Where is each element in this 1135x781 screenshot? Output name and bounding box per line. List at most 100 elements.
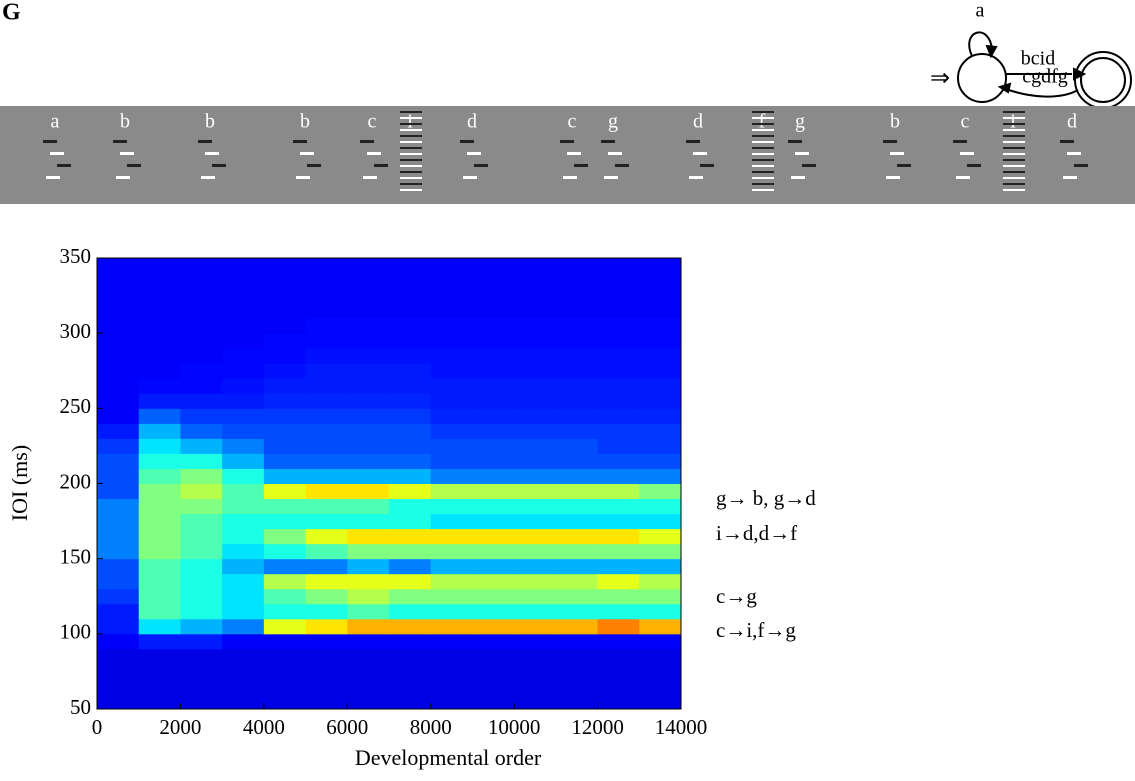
heatmap-cell [389, 393, 432, 409]
heatmap-cell [514, 303, 557, 319]
heatmap-cell [430, 318, 473, 334]
heatmap-cell [555, 573, 599, 590]
syllable-trace [560, 140, 574, 143]
heatmap-cell [597, 273, 640, 289]
heatmap-cell [430, 393, 473, 409]
syllable-trace [296, 176, 310, 179]
heatmap-cell [389, 483, 432, 500]
heatmap-cell [597, 363, 640, 379]
heatmap-cell [639, 678, 682, 695]
syllable-trace [886, 176, 900, 179]
heatmap-cell [222, 573, 265, 590]
syllable-label: b [300, 111, 310, 133]
heatmap-cell [305, 273, 348, 289]
heatmap-cell [222, 393, 265, 409]
heatmap-cell [263, 438, 307, 454]
heatmap-cell [222, 498, 265, 515]
heatmap-cell [222, 423, 265, 439]
automaton [957, 31, 1132, 109]
heatmap-cell [222, 438, 265, 454]
heatmap-cell [97, 453, 140, 469]
heatmap-cell [430, 558, 473, 575]
heatmap-cell [222, 618, 265, 635]
heatmap-cell [639, 363, 682, 379]
heatmap-cell [430, 678, 473, 695]
heatmap-cell [430, 603, 473, 620]
heatmap-cell [514, 453, 557, 469]
heatmap-cell [180, 663, 223, 680]
heatmap-cell [555, 633, 599, 650]
heatmap-cell [222, 648, 265, 665]
heatmap-cell [430, 648, 473, 665]
syllable-label: f [759, 111, 766, 133]
syllable-trace [307, 164, 321, 167]
heatmap-cell [180, 588, 223, 605]
heatmap-cell [97, 363, 140, 379]
heatmap-cell [138, 348, 181, 364]
heatmap-cell [514, 258, 557, 274]
heatmap-cell [389, 573, 432, 590]
heatmap-cell [430, 618, 473, 635]
heatmap-cell [389, 438, 432, 454]
heatmap-cell [472, 423, 515, 439]
heatmap-cell [305, 618, 348, 635]
heatmap-cell [555, 318, 599, 334]
heatmap-cell [347, 513, 390, 530]
heatmap-cell [222, 483, 265, 500]
syllable-label: g [795, 111, 805, 133]
heatmap-cell [97, 513, 140, 530]
heatmap-cell [597, 513, 640, 530]
syllable-label: c [961, 111, 970, 133]
heatmap-cell [180, 498, 223, 515]
heatmap-cell [639, 603, 682, 620]
heatmap-cell [639, 618, 682, 635]
heatmap-cell [180, 333, 223, 349]
heatmap-cell [514, 648, 557, 665]
heatmap-cell [472, 453, 515, 469]
heatmap-cell [555, 483, 599, 500]
heatmap-cell [263, 693, 307, 710]
heatmap-cell [180, 453, 223, 469]
heatmap-cell [389, 498, 432, 515]
heatmap-cell [222, 588, 265, 605]
heatmap-cell [389, 693, 432, 710]
y-tick-label: 200 [60, 469, 92, 493]
heatmap-cell [180, 408, 223, 424]
heatmap-cell [472, 528, 515, 545]
heatmap-cell [555, 273, 599, 289]
syllable-trace [46, 176, 60, 179]
heatmap-cell [514, 693, 557, 710]
syllable-trace [50, 152, 64, 155]
y-tick-label: 250 [60, 394, 92, 418]
edge-label: a [976, 0, 985, 22]
heatmap-cell [514, 678, 557, 695]
syllable-trace [608, 152, 622, 155]
heatmap-cell [222, 408, 265, 424]
heatmap-cell [305, 648, 348, 665]
heatmap-cell [555, 378, 599, 394]
heatmap-cell [222, 513, 265, 530]
heatmap-cell [472, 288, 515, 304]
heatmap-cell [180, 528, 223, 545]
heatmap-cell [222, 528, 265, 545]
self-loop [968, 31, 993, 57]
heatmap-cell [430, 483, 473, 500]
heatmap-cell [472, 633, 515, 650]
heatmap-cell [514, 378, 557, 394]
heatmap-cell [180, 378, 223, 394]
heatmap-cell [263, 288, 307, 304]
heatmap-cell [514, 333, 557, 349]
heatmap-cell [389, 378, 432, 394]
heatmap-cell [138, 618, 181, 635]
heatmap-cell [389, 408, 432, 424]
heatmap-cell [389, 588, 432, 605]
heatmap-cell [305, 558, 348, 575]
syllable-trace [956, 176, 970, 179]
heatmap-cell [639, 633, 682, 650]
syllable-trace [116, 176, 130, 179]
syllable-trace [205, 152, 219, 155]
heatmap-cell [472, 588, 515, 605]
heatmap-cell [180, 303, 223, 319]
heatmap-cell [597, 558, 640, 575]
heatmap-cell [138, 573, 181, 590]
